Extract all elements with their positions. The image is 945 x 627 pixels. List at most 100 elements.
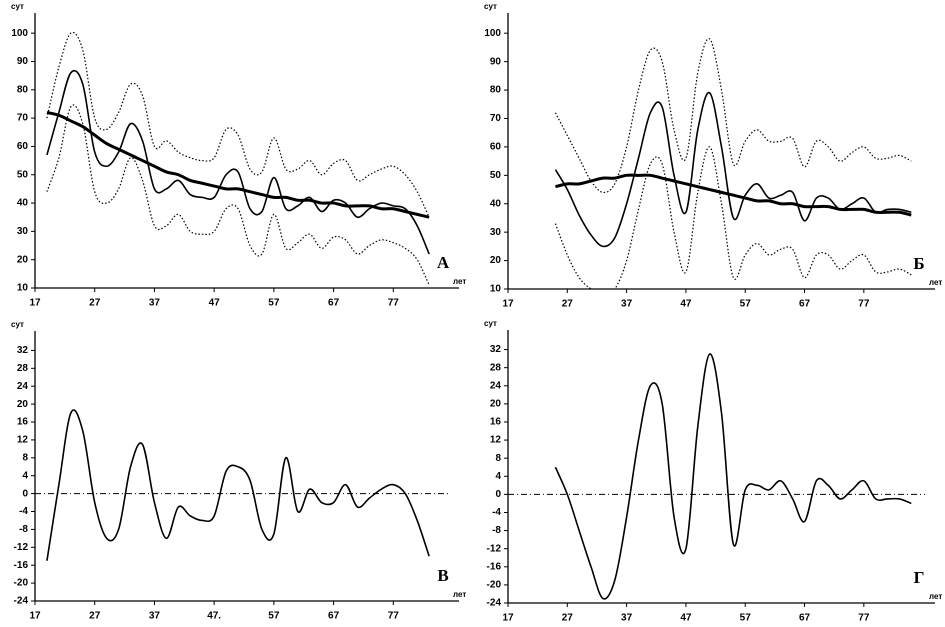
y-axis-label: сут (484, 319, 497, 328)
y-axis-label: сут (11, 2, 24, 11)
y-tick-label: 0 (495, 489, 501, 500)
x-tick-label: 47 (209, 298, 221, 309)
panel-letter: Г (914, 568, 925, 587)
x-axis-label: лет (929, 278, 942, 287)
x-tick-label: 37 (149, 611, 161, 622)
x-tick-label: 57 (268, 298, 280, 309)
y-tick-label: -20 (14, 578, 29, 589)
x-tick-label: 57 (740, 299, 752, 310)
x-tick-label: 37 (621, 299, 633, 310)
x-tick-label: 77 (858, 613, 870, 624)
y-tick-label: 8 (495, 453, 501, 464)
y-tick-label: 20 (17, 254, 29, 265)
x-tick-label: 17 (502, 299, 514, 310)
y-tick-label: 32 (490, 344, 502, 355)
data-line (554, 92, 912, 248)
y-tick-label: 60 (17, 141, 29, 152)
y-tick-label: 80 (490, 85, 502, 96)
y-tick-label: 32 (17, 345, 29, 356)
y-tick-label: -4 (19, 506, 28, 517)
x-tick-label: 67 (799, 299, 811, 310)
x-tick-label: 47 (680, 299, 692, 310)
data-line (555, 173, 912, 217)
y-tick-label: 100 (484, 28, 501, 39)
y-tick-label: 70 (17, 113, 29, 124)
y-tick-label: 0 (22, 488, 28, 499)
x-tick-label: 27 (562, 299, 574, 310)
y-tick-label: 50 (17, 169, 29, 180)
panel: -24 -20 -16 -12 -8 -4 0 4 8 12 16 20 24 28 32 17 27 37 47 5… (484, 319, 942, 624)
data-line (46, 409, 430, 561)
y-tick-label: -4 (492, 507, 501, 518)
y-axis-label: сут (484, 2, 497, 11)
x-tick-label: 47. (207, 611, 221, 622)
x-tick-label: 77 (388, 611, 400, 622)
data-line (46, 110, 430, 219)
x-tick-label: 27 (89, 298, 101, 309)
x-tick-label: 17 (502, 613, 514, 624)
x-tick-label: 37 (621, 613, 633, 624)
panel: 10 20 30 40 50 60 70 80 90 100 17 27 37 47 57 67 77 сут ле… (11, 2, 466, 309)
x-tick-label: 67 (328, 298, 340, 309)
y-tick-label: 30 (490, 227, 502, 238)
panel: 10 20 30 40 50 60 70 80 90 100 17 27 37 47 57 67 77 сут ле… (484, 2, 942, 310)
x-axis-label: лет (453, 590, 466, 599)
y-tick-label: -8 (492, 525, 501, 536)
panel: -24 -20 -16 -12 -8 -4 0 4 8 12 16 20 24 28 32 17 27 37 47.… (11, 320, 466, 622)
y-tick-label: -16 (487, 561, 502, 572)
y-axis-label: сут (11, 320, 24, 329)
y-tick-label: -8 (19, 524, 28, 535)
x-tick-label: 57 (740, 613, 752, 624)
x-axis-label: лет (453, 277, 466, 286)
y-tick-label: -24 (487, 598, 502, 609)
y-tick-label: 90 (17, 56, 29, 67)
data-line (46, 69, 430, 255)
x-axis-label: лет (929, 592, 942, 601)
y-tick-label: 28 (17, 363, 29, 374)
x-tick-label: 27 (89, 611, 101, 622)
y-tick-label: 24 (17, 381, 29, 392)
y-tick-label: -12 (487, 543, 502, 554)
x-tick-label: 17 (29, 611, 41, 622)
y-tick-label: 4 (495, 471, 501, 482)
y-tick-label: -24 (14, 596, 29, 607)
y-tick-label: 20 (490, 399, 502, 410)
x-tick-label: 27 (562, 613, 574, 624)
data-line (554, 38, 912, 194)
y-tick-label: 12 (490, 435, 502, 446)
y-tick-label: 100 (11, 28, 28, 39)
x-tick-label: 77 (858, 299, 870, 310)
data-line (46, 104, 430, 286)
panel-letter: В (437, 566, 448, 585)
y-tick-label: 40 (17, 198, 29, 209)
y-tick-label: 8 (22, 452, 28, 463)
y-tick-label: 60 (490, 142, 502, 153)
y-tick-label: 90 (490, 56, 502, 67)
y-tick-label: -16 (14, 560, 29, 571)
y-tick-label: -20 (487, 580, 502, 591)
y-tick-label: 10 (17, 283, 29, 294)
x-tick-label: 17 (29, 298, 41, 309)
y-tick-label: 70 (490, 113, 502, 124)
y-tick-label: 28 (490, 362, 502, 373)
y-tick-label: 4 (22, 470, 28, 481)
y-tick-label: -12 (14, 542, 29, 553)
y-tick-label: 16 (490, 417, 502, 428)
y-tick-label: 24 (490, 380, 502, 391)
x-tick-label: 67 (328, 611, 340, 622)
y-tick-label: 80 (17, 84, 29, 95)
y-tick-label: 20 (17, 399, 29, 410)
y-tick-label: 16 (17, 417, 29, 428)
y-tick-label: 20 (490, 255, 502, 266)
x-tick-label: 57 (268, 611, 280, 622)
x-tick-label: 77 (388, 298, 400, 309)
y-tick-label: 12 (17, 435, 29, 446)
y-tick-label: 40 (490, 198, 502, 209)
x-tick-label: 37 (149, 298, 161, 309)
x-tick-label: 47 (680, 613, 692, 624)
y-tick-label: 30 (17, 226, 29, 237)
data-line (554, 353, 912, 600)
data-line (554, 146, 912, 289)
panel-letter: Б (913, 254, 924, 273)
